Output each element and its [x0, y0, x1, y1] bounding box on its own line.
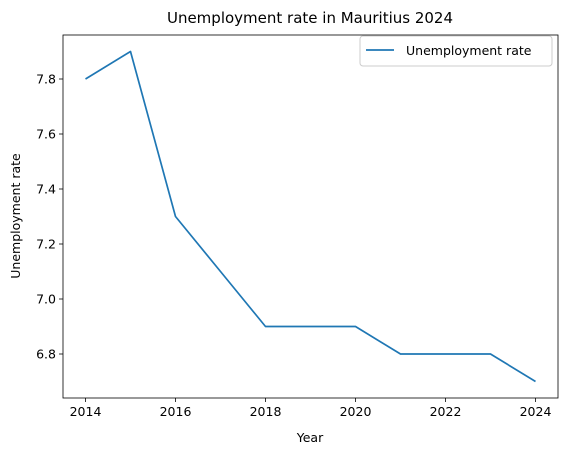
y-tick-label: 7.0 [36, 292, 56, 307]
data-point [354, 325, 356, 327]
data-point [264, 325, 266, 327]
y-axis: 6.8 7.0 7.2 7.4 7.6 7.8 [36, 72, 63, 362]
y-axis-label: Unemployment rate [8, 153, 23, 279]
x-axis-label: Year [296, 430, 324, 445]
data-point [309, 325, 311, 327]
x-tick-label: 2014 [70, 404, 102, 419]
plot-area [62, 34, 559, 399]
series-layer [84, 50, 536, 383]
data-point [84, 78, 86, 80]
data-point [174, 215, 176, 217]
x-tick-label: 2020 [340, 404, 372, 419]
legend-entry-label: Unemployment rate [406, 43, 532, 58]
y-tick-label: 6.8 [36, 347, 56, 362]
series-line [85, 50, 536, 383]
x-tick-label: 2018 [250, 404, 282, 419]
x-tick-label: 2022 [430, 404, 462, 419]
data-point [129, 50, 131, 52]
data-point [219, 270, 221, 272]
chart-title: Unemployment rate in Mauritius 2024 [167, 9, 453, 27]
data-point [399, 353, 401, 355]
y-tick-label: 7.6 [36, 127, 56, 142]
x-tick-label: 2024 [520, 404, 552, 419]
data-point [534, 380, 536, 382]
axes-frame [62, 34, 559, 399]
data-point [444, 353, 446, 355]
data-point [489, 353, 491, 355]
legend-box [359, 35, 553, 67]
x-axis: 2014 2016 2018 2020 2022 2024 [70, 398, 552, 419]
y-tick-label: 7.2 [36, 237, 56, 252]
y-tick-label: 7.8 [36, 72, 56, 87]
legend: Unemployment rate [359, 35, 553, 67]
x-tick-label: 2016 [160, 404, 192, 419]
y-tick-label: 7.4 [36, 182, 56, 197]
